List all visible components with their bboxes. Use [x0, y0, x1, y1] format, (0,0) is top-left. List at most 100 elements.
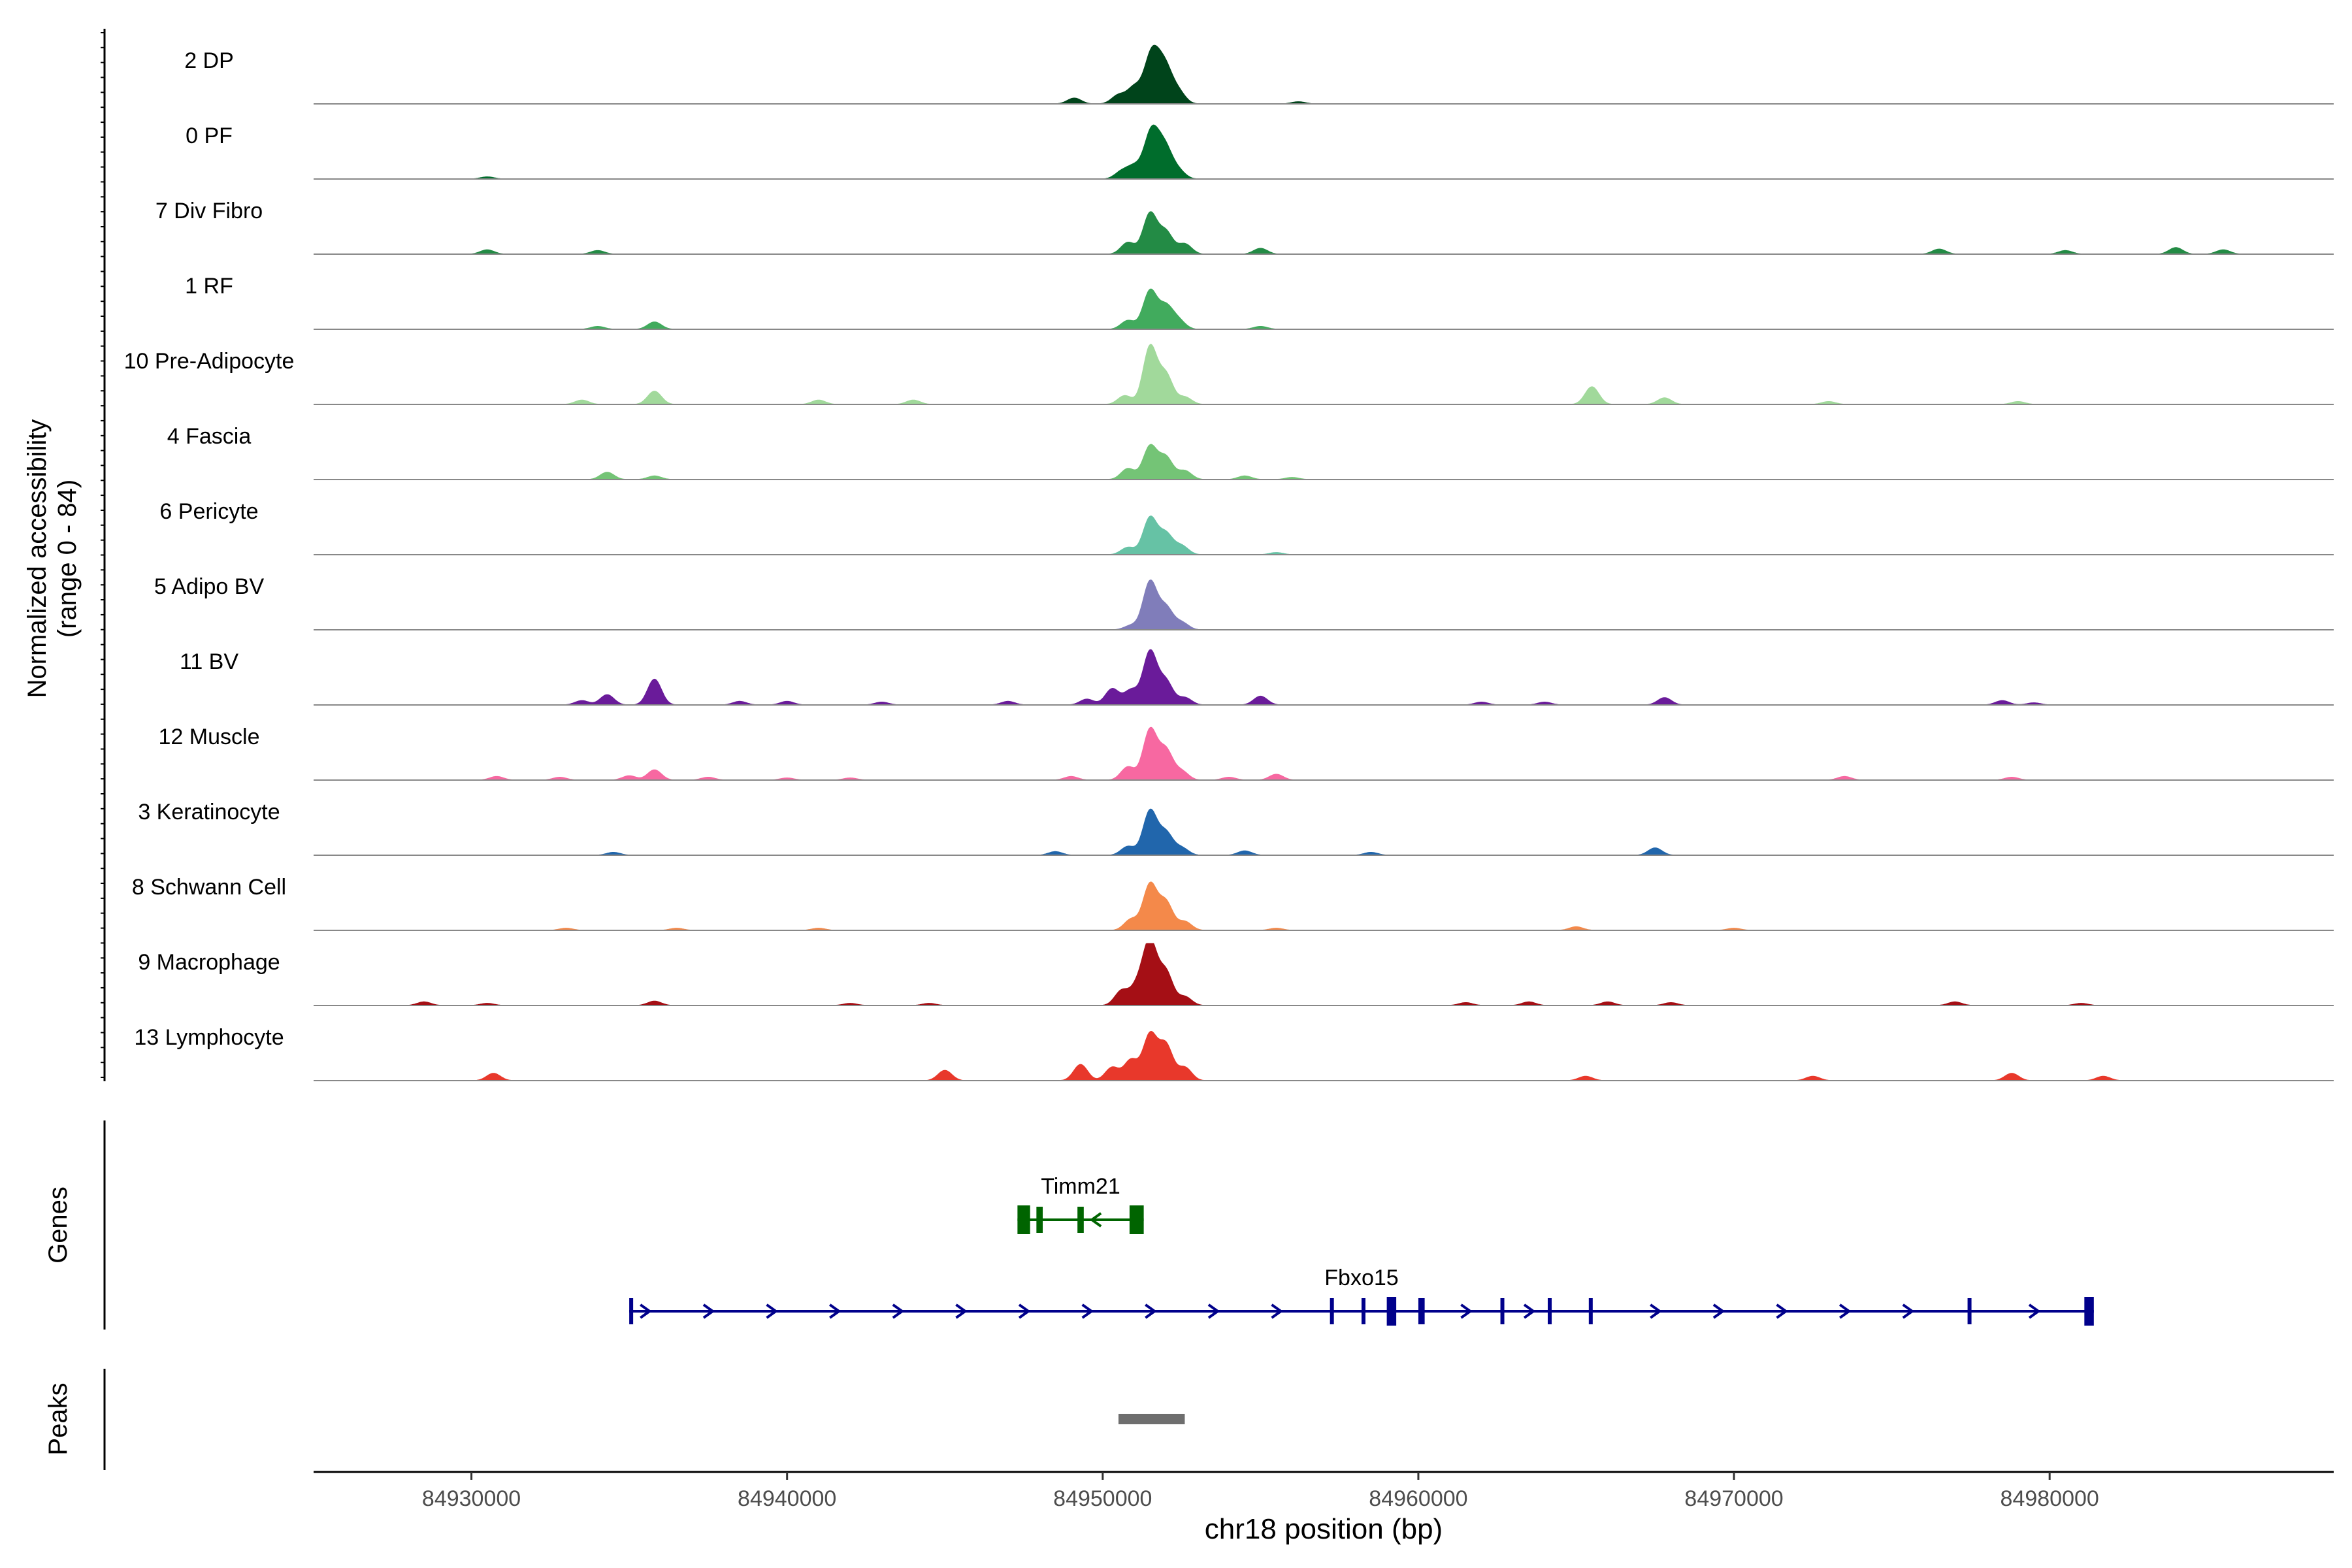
strand-arrow	[892, 1303, 905, 1319]
track-1-rf: 1 RF	[185, 274, 2334, 330]
y-axis-range-label: (range 0 - 84)	[53, 480, 82, 638]
track-6-pericyte: 6 Pericyte	[159, 499, 2334, 555]
track-label: 9 Macrophage	[138, 950, 280, 975]
gene-models: Timm21 Fbxo15	[629, 1174, 2094, 1326]
track-2-dp: 2 DP	[184, 44, 2334, 105]
exon-block	[1017, 1205, 1030, 1234]
track-3-keratinocyte: 3 Keratinocyte	[138, 800, 2334, 856]
coverage-area	[314, 44, 2334, 105]
coverage-area	[314, 580, 2334, 630]
accessibility-tracks: 2 DP 0 PF 7 Div Fibro 1 RF 10 Pre-Adipocyte 4…	[124, 44, 2334, 1081]
track-5-adipo-bv: 5 Adipo BV	[154, 574, 2334, 630]
genes-panel: Genes Timm21 Fbxo15	[44, 1120, 2094, 1330]
track-8-schwann-cell: 8 Schwann Cell	[132, 875, 2334, 931]
track-9-macrophage: 9 Macrophage	[138, 943, 2334, 1006]
exon-block	[1129, 1205, 1144, 1234]
strand-arrow	[2028, 1303, 2041, 1319]
track-label: 6 Pericyte	[159, 499, 258, 524]
coverage-area	[314, 808, 2334, 856]
coverage-area	[314, 1030, 2334, 1081]
track-11-bv: 11 BV	[180, 649, 2334, 706]
x-axis-label: chr18 position (bp)	[1205, 1513, 1443, 1545]
track-0-pf: 0 PF	[186, 123, 2334, 180]
track-label: 0 PF	[186, 123, 233, 148]
strand-arrow	[1018, 1303, 1031, 1319]
x-tick-label: 84930000	[422, 1486, 521, 1511]
track-10-pre-adipocyte: 10 Pre-Adipocyte	[124, 344, 2334, 405]
exon-block	[1500, 1298, 1505, 1324]
strand-arrow	[1460, 1303, 1473, 1319]
strand-arrow	[1145, 1303, 1157, 1319]
strand-arrow	[1776, 1303, 1788, 1319]
gene-name-label: Fbxo15	[1324, 1266, 1398, 1290]
exon-block	[1361, 1298, 1365, 1324]
x-tick-label: 84940000	[738, 1486, 836, 1511]
peak-bars	[1118, 1414, 1185, 1424]
track-label: 11 BV	[180, 649, 238, 674]
y-axis-label: Normalized accessibility	[23, 419, 52, 698]
track-label: 10 Pre-Adipocyte	[124, 349, 295, 374]
strand-arrow	[1271, 1303, 1283, 1319]
strand-arrow	[1650, 1303, 1662, 1319]
strand-arrow	[828, 1303, 841, 1319]
coverage-area	[314, 444, 2334, 480]
exon-block	[1036, 1207, 1043, 1233]
track-label: 8 Schwann Cell	[132, 875, 286, 900]
exon-block	[629, 1298, 634, 1324]
x-tick-label: 84980000	[2001, 1486, 2099, 1511]
track-4-fascia: 4 Fascia	[167, 424, 2334, 480]
coverage-area	[314, 515, 2334, 555]
track-label: 12 Muscle	[159, 725, 260, 749]
x-ticks: 84930000 84940000 84950000 84960000 84970000…	[422, 1472, 2099, 1511]
gene-fbxo15: Fbxo15	[629, 1266, 2094, 1326]
peak-bar	[1118, 1414, 1185, 1424]
track-label: 1 RF	[185, 274, 233, 299]
strand-arrow	[1902, 1303, 1915, 1319]
exon-block	[1967, 1298, 1972, 1324]
exon-block	[1386, 1297, 1397, 1326]
coverage-y-ticks	[101, 32, 105, 1078]
strand-arrow	[1089, 1212, 1102, 1228]
track-12-muscle: 12 Muscle	[159, 725, 2334, 781]
gene-name-label: Timm21	[1041, 1174, 1120, 1199]
track-13-lymphocyte: 13 Lymphocyte	[134, 1025, 2334, 1081]
strand-arrow	[1838, 1303, 1852, 1319]
x-tick-label: 84950000	[1053, 1486, 1152, 1511]
strand-arrow	[1712, 1303, 1725, 1319]
track-label: 5 Adipo BV	[154, 574, 265, 599]
coverage-area	[314, 124, 2334, 180]
coverage-area	[314, 943, 2334, 1006]
track-7-div-fibro: 7 Div Fibro	[155, 199, 2334, 255]
x-tick-label: 84970000	[1684, 1486, 1783, 1511]
strand-arrow	[702, 1303, 715, 1319]
exon-block	[1330, 1298, 1334, 1324]
peaks-panel: Peaks	[44, 1369, 1185, 1470]
strand-arrow	[1207, 1303, 1220, 1319]
track-label: 7 Div Fibro	[155, 199, 263, 223]
strand-arrow	[766, 1303, 778, 1319]
coverage-area	[314, 727, 2334, 781]
track-label: 3 Keratinocyte	[138, 800, 280, 825]
strand-arrow	[1081, 1303, 1094, 1319]
genes-track-label: Genes	[44, 1186, 73, 1264]
coverage-area	[314, 881, 2334, 931]
coverage-area	[314, 211, 2334, 255]
track-label: 4 Fascia	[167, 424, 252, 449]
x-tick-label: 84960000	[1369, 1486, 1467, 1511]
exon-block	[1548, 1298, 1552, 1324]
coverage-area	[314, 288, 2334, 330]
exon-block	[1418, 1298, 1425, 1324]
track-label: 13 Lymphocyte	[134, 1025, 284, 1050]
exon-block	[1077, 1207, 1084, 1233]
coverage-area	[314, 344, 2334, 405]
coverage-area	[314, 649, 2334, 706]
strand-arrow	[955, 1303, 968, 1319]
strand-arrow	[640, 1303, 652, 1319]
exon-block	[2084, 1297, 2094, 1326]
exon-block	[1588, 1298, 1593, 1324]
gene-timm21: Timm21	[1017, 1174, 1144, 1234]
strand-arrow	[1523, 1303, 1536, 1319]
x-axis: 84930000 84940000 84950000 84960000 84970000…	[314, 1471, 2334, 1545]
peaks-track-label: Peaks	[44, 1382, 73, 1455]
